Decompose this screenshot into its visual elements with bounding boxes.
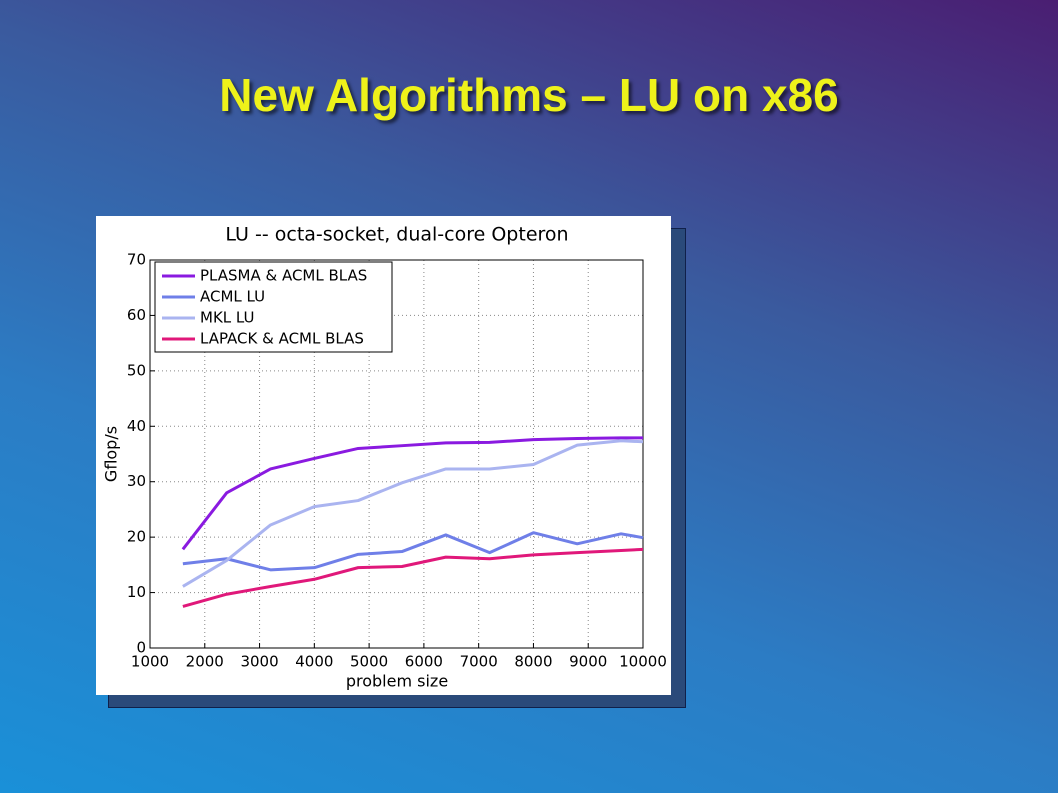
legend-label: ACML LU — [200, 288, 265, 306]
series-line — [182, 439, 644, 588]
y-tick-label: 0 — [136, 639, 146, 657]
x-axis-label: problem size — [346, 672, 448, 691]
y-axis-label: Gflop/s — [102, 426, 121, 482]
series-line — [182, 547, 644, 608]
x-tick-label: 4000 — [295, 653, 333, 671]
x-tick-label: 7000 — [460, 653, 498, 671]
chart-title: LU -- octa-socket, dual-core Opteron — [225, 224, 568, 246]
x-tick-label: 6000 — [405, 653, 443, 671]
x-tick-label: 10000 — [619, 653, 667, 671]
chart: LU -- octa-socket, dual-core Opteron pro… — [96, 216, 671, 695]
x-tick-label: 8000 — [514, 653, 552, 671]
x-tick-label: 2000 — [186, 653, 224, 671]
y-tick-label: 60 — [127, 306, 146, 324]
y-tick-label: 40 — [127, 417, 146, 435]
legend-label: LAPACK & ACML BLAS — [200, 330, 364, 348]
x-tick-label: 3000 — [240, 653, 278, 671]
series-line — [181, 436, 643, 551]
y-tick-label: 50 — [127, 361, 146, 379]
y-tick-label: 70 — [127, 251, 146, 269]
y-tick-label: 30 — [127, 472, 146, 490]
series-line — [182, 531, 644, 572]
plot-frame — [149, 259, 644, 649]
y-tick-label: 10 — [127, 583, 146, 601]
x-tick-label: 5000 — [350, 653, 388, 671]
legend-label: PLASMA & ACML BLAS — [200, 267, 367, 285]
legend-label: MKL LU — [200, 309, 255, 327]
x-tick-label: 1000 — [131, 653, 169, 671]
slide-title: New Algorithms – LU on x86 — [219, 69, 839, 121]
x-tick-label: 9000 — [569, 653, 607, 671]
y-tick-label: 20 — [127, 528, 146, 546]
